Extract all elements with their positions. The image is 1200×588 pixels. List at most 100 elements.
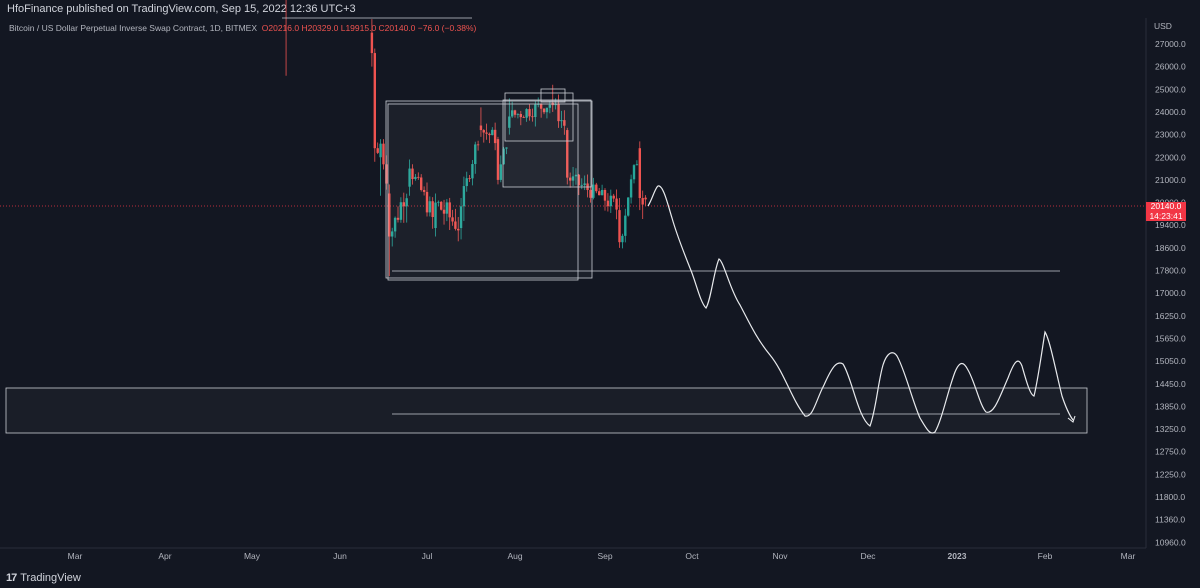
candlestick-series (285, 0, 647, 277)
ohlc-close: C20140.0 (378, 23, 416, 33)
candle-body (428, 201, 432, 213)
price-tick-label: 13850.0 (1155, 401, 1186, 411)
candle-body (399, 202, 403, 220)
candle-body (563, 120, 566, 126)
time-tick-label: Jun (333, 551, 347, 561)
candle-body (624, 215, 627, 236)
candle-body (510, 110, 514, 117)
candle-body (414, 176, 417, 180)
range-box-upper (504, 92, 574, 142)
candle-body (621, 235, 624, 243)
candle-body (522, 117, 525, 118)
ohlc-change: −76.0 (−0.38%) (417, 23, 477, 33)
candle-body (411, 168, 414, 180)
tradingview-logo-icon: 17 (6, 572, 17, 584)
candle-body (417, 176, 420, 178)
bottom-bar (0, 570, 1200, 588)
target-zone-box (5, 387, 1088, 434)
candle-body (457, 228, 460, 231)
candle-body (402, 202, 405, 207)
time-tick-label: Nov (772, 551, 788, 561)
candle-body (566, 130, 569, 178)
candle-body (491, 129, 494, 136)
candle-body (454, 221, 457, 229)
tradingview-logo[interactable]: 17 TradingView (6, 572, 81, 584)
price-tick-label: 21000.0 (1155, 175, 1186, 185)
candle-body (396, 217, 400, 220)
candle-body (385, 164, 388, 184)
candle-body (382, 143, 385, 165)
candle-body (519, 113, 523, 118)
candle-body (465, 178, 468, 187)
time-tick-label: Feb (1038, 551, 1053, 561)
candle-body (425, 191, 429, 213)
time-tick-label: Mar (1121, 551, 1136, 561)
candle-body (542, 108, 546, 113)
projected-price-path[interactable] (647, 185, 1074, 434)
candle-body (627, 197, 630, 216)
candle-body (431, 201, 434, 218)
candle-body (571, 176, 575, 181)
price-axis-unit: USD (1154, 21, 1172, 31)
time-tick-label: Sep (597, 551, 612, 561)
range-box-mid (502, 99, 592, 188)
candle-body (589, 189, 592, 198)
candle-body (393, 217, 397, 232)
candle-body (468, 178, 471, 180)
candle-body (618, 210, 621, 243)
range-box-peak (540, 88, 566, 103)
price-axis[interactable]: 27000.0 26000.0 25000.0 24000.0 23000.0 22000… (1155, 39, 1186, 547)
candle-body (560, 120, 563, 122)
last-price-label: 20140.0 14:23:41 (1146, 201, 1186, 221)
symbol-legend[interactable]: Bitcoin / US Dollar Perpetual Inverse Sw… (9, 23, 476, 33)
candle-body (513, 110, 517, 115)
drawings[interactable] (5, 17, 1088, 434)
candle-body (405, 198, 408, 207)
time-tick-label: Aug (507, 551, 522, 561)
price-tick-label: 17000.0 (1155, 288, 1186, 298)
candle-body (580, 184, 583, 186)
price-tick-label: 19400.0 (1155, 220, 1186, 230)
time-axis[interactable]: Mar Apr May Jun Jul Aug Sep Oct Nov Dec 2023 Feb Mar (68, 551, 1136, 561)
candle-body (493, 129, 497, 144)
price-tick-label: 15050.0 (1155, 356, 1186, 366)
candle-body (525, 109, 528, 118)
time-tick-label: 2023 (948, 551, 967, 561)
candle-body (422, 189, 426, 192)
candle-body (641, 198, 644, 205)
candle-body (516, 113, 520, 115)
price-tick-label: 11360.0 (1155, 515, 1185, 525)
candle-body (474, 144, 477, 165)
range-box-inner (387, 103, 579, 281)
candle-body (554, 103, 557, 106)
candle-body (597, 191, 601, 196)
price-tick-label: 12250.0 (1155, 469, 1186, 479)
price-tick-label: 24000.0 (1155, 107, 1186, 117)
price-tick-label: 16250.0 (1155, 311, 1186, 321)
candle-body (638, 148, 641, 199)
candle-body (577, 174, 581, 186)
candle-body (603, 189, 607, 201)
bar-countdown: 14:23:41 (1149, 210, 1183, 221)
candle-body (545, 107, 549, 113)
candle-body (502, 148, 505, 165)
publisher-caption: HfoFinance published on TradingView.com,… (7, 3, 356, 15)
ohlc-high: H20329.0 (301, 23, 339, 33)
candle-body (531, 116, 534, 118)
candle-body (476, 144, 480, 146)
candle-body (439, 201, 443, 210)
candle-body (462, 186, 466, 207)
price-tick-label: 26000.0 (1155, 62, 1186, 72)
symbol-name: Bitcoin / US Dollar Perpetual Inverse Sw… (9, 23, 258, 33)
candle-body (606, 200, 610, 207)
time-tick-label: May (244, 551, 261, 561)
time-tick-label: Oct (685, 551, 699, 561)
price-tick-label: 18600.0 (1155, 243, 1186, 253)
candle-body (528, 109, 531, 117)
candle-body (592, 184, 595, 198)
ohlc-open: O20216.0 (261, 23, 300, 33)
candle-body (568, 177, 572, 181)
candle-body (635, 164, 639, 166)
candle-body (388, 193, 391, 237)
